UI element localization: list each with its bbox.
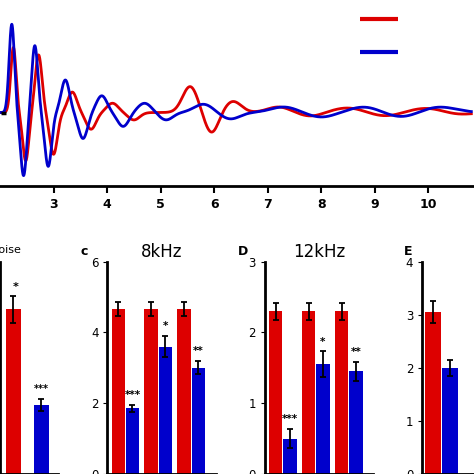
Text: ***: ***: [282, 414, 298, 424]
Bar: [159, 346, 172, 474]
Text: Noise: Noise: [0, 245, 22, 255]
Text: *: *: [320, 337, 326, 346]
Text: D: D: [238, 245, 248, 257]
Text: E: E: [404, 245, 412, 257]
Bar: [269, 311, 283, 474]
Bar: [349, 371, 363, 474]
Text: *: *: [13, 282, 18, 292]
Bar: [191, 368, 205, 474]
Title: 12kHz: 12kHz: [293, 243, 345, 261]
Bar: [111, 310, 125, 474]
Bar: [177, 310, 191, 474]
Bar: [425, 312, 441, 474]
Bar: [442, 368, 458, 474]
Text: *: *: [163, 320, 168, 330]
Bar: [283, 438, 297, 474]
Bar: [126, 409, 139, 474]
Bar: [335, 311, 348, 474]
Bar: [34, 405, 48, 474]
Title: 8kHz: 8kHz: [141, 243, 182, 261]
Text: ***: ***: [124, 390, 140, 400]
Bar: [145, 310, 158, 474]
Bar: [316, 364, 329, 474]
Text: **: **: [193, 346, 204, 356]
Text: c: c: [81, 245, 88, 257]
Bar: [302, 311, 315, 474]
Text: ***: ***: [34, 384, 49, 394]
Bar: [6, 310, 21, 474]
Text: **: **: [350, 347, 361, 357]
